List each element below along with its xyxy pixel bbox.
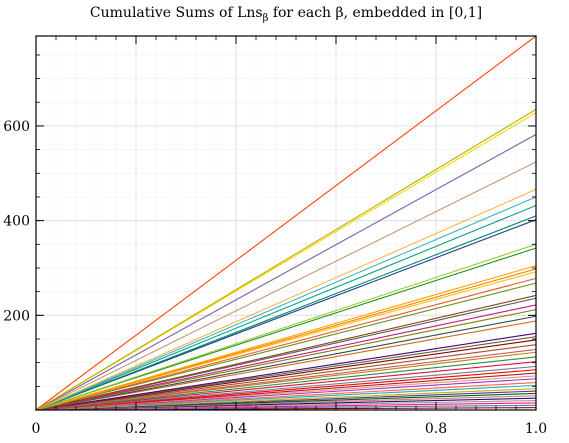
series-line: [35, 381, 537, 411]
series-line: [35, 282, 537, 411]
series-line: [35, 215, 537, 411]
x-tick-label: 1.0: [525, 421, 547, 437]
x-tick-label: 0.6: [325, 421, 347, 437]
chart-title: Cumulative Sums of Lnsβ for each β, embe…: [90, 5, 482, 24]
series-line: [35, 265, 537, 411]
series-line: [35, 332, 537, 411]
series-line: [35, 294, 537, 411]
series-line: [35, 133, 537, 411]
series-line: [35, 247, 537, 411]
x-tick-label: 0.8: [425, 421, 447, 437]
series-line: [35, 320, 537, 411]
plot-frame: [35, 35, 537, 411]
chart-title-subscript: β: [263, 13, 269, 24]
y-tick-label: 400: [3, 214, 30, 230]
series-line: [35, 388, 537, 411]
series-line: [35, 356, 537, 411]
x-tick-label: 0.2: [125, 421, 147, 437]
series-line: [35, 361, 537, 411]
x-tick-label: 0: [32, 421, 41, 437]
tick-marks: [35, 36, 537, 410]
y-tick-label: 200: [3, 308, 30, 324]
series-line: [35, 369, 537, 411]
series-line: [35, 108, 537, 411]
y-tick-label: 600: [3, 119, 30, 135]
series-line: [35, 348, 537, 411]
chart-title-main: Cumulative Sums of Lns: [90, 5, 263, 21]
series-line: [35, 196, 537, 411]
series-line: [35, 35, 537, 411]
series-line: [35, 243, 537, 411]
series-line: [35, 204, 537, 411]
series-line: [35, 188, 537, 411]
series-line: [35, 309, 537, 411]
x-tick-label: 0.4: [225, 421, 247, 437]
series-line: [35, 365, 537, 411]
series-line: [35, 344, 537, 411]
series-line: [35, 277, 537, 411]
x-tick-labels: 0 0.2 0.4 0.6 0.8 1.0: [32, 421, 548, 437]
series-lines: [35, 35, 537, 411]
series-line: [35, 372, 537, 411]
series-line: [35, 219, 537, 411]
series-line: [35, 304, 537, 411]
series-line: [35, 315, 537, 411]
series-line: [35, 161, 537, 411]
chart-title-suffix: for each β, embedded in [0,1]: [268, 5, 482, 21]
y-tick-labels: 200 400 600: [3, 119, 30, 324]
